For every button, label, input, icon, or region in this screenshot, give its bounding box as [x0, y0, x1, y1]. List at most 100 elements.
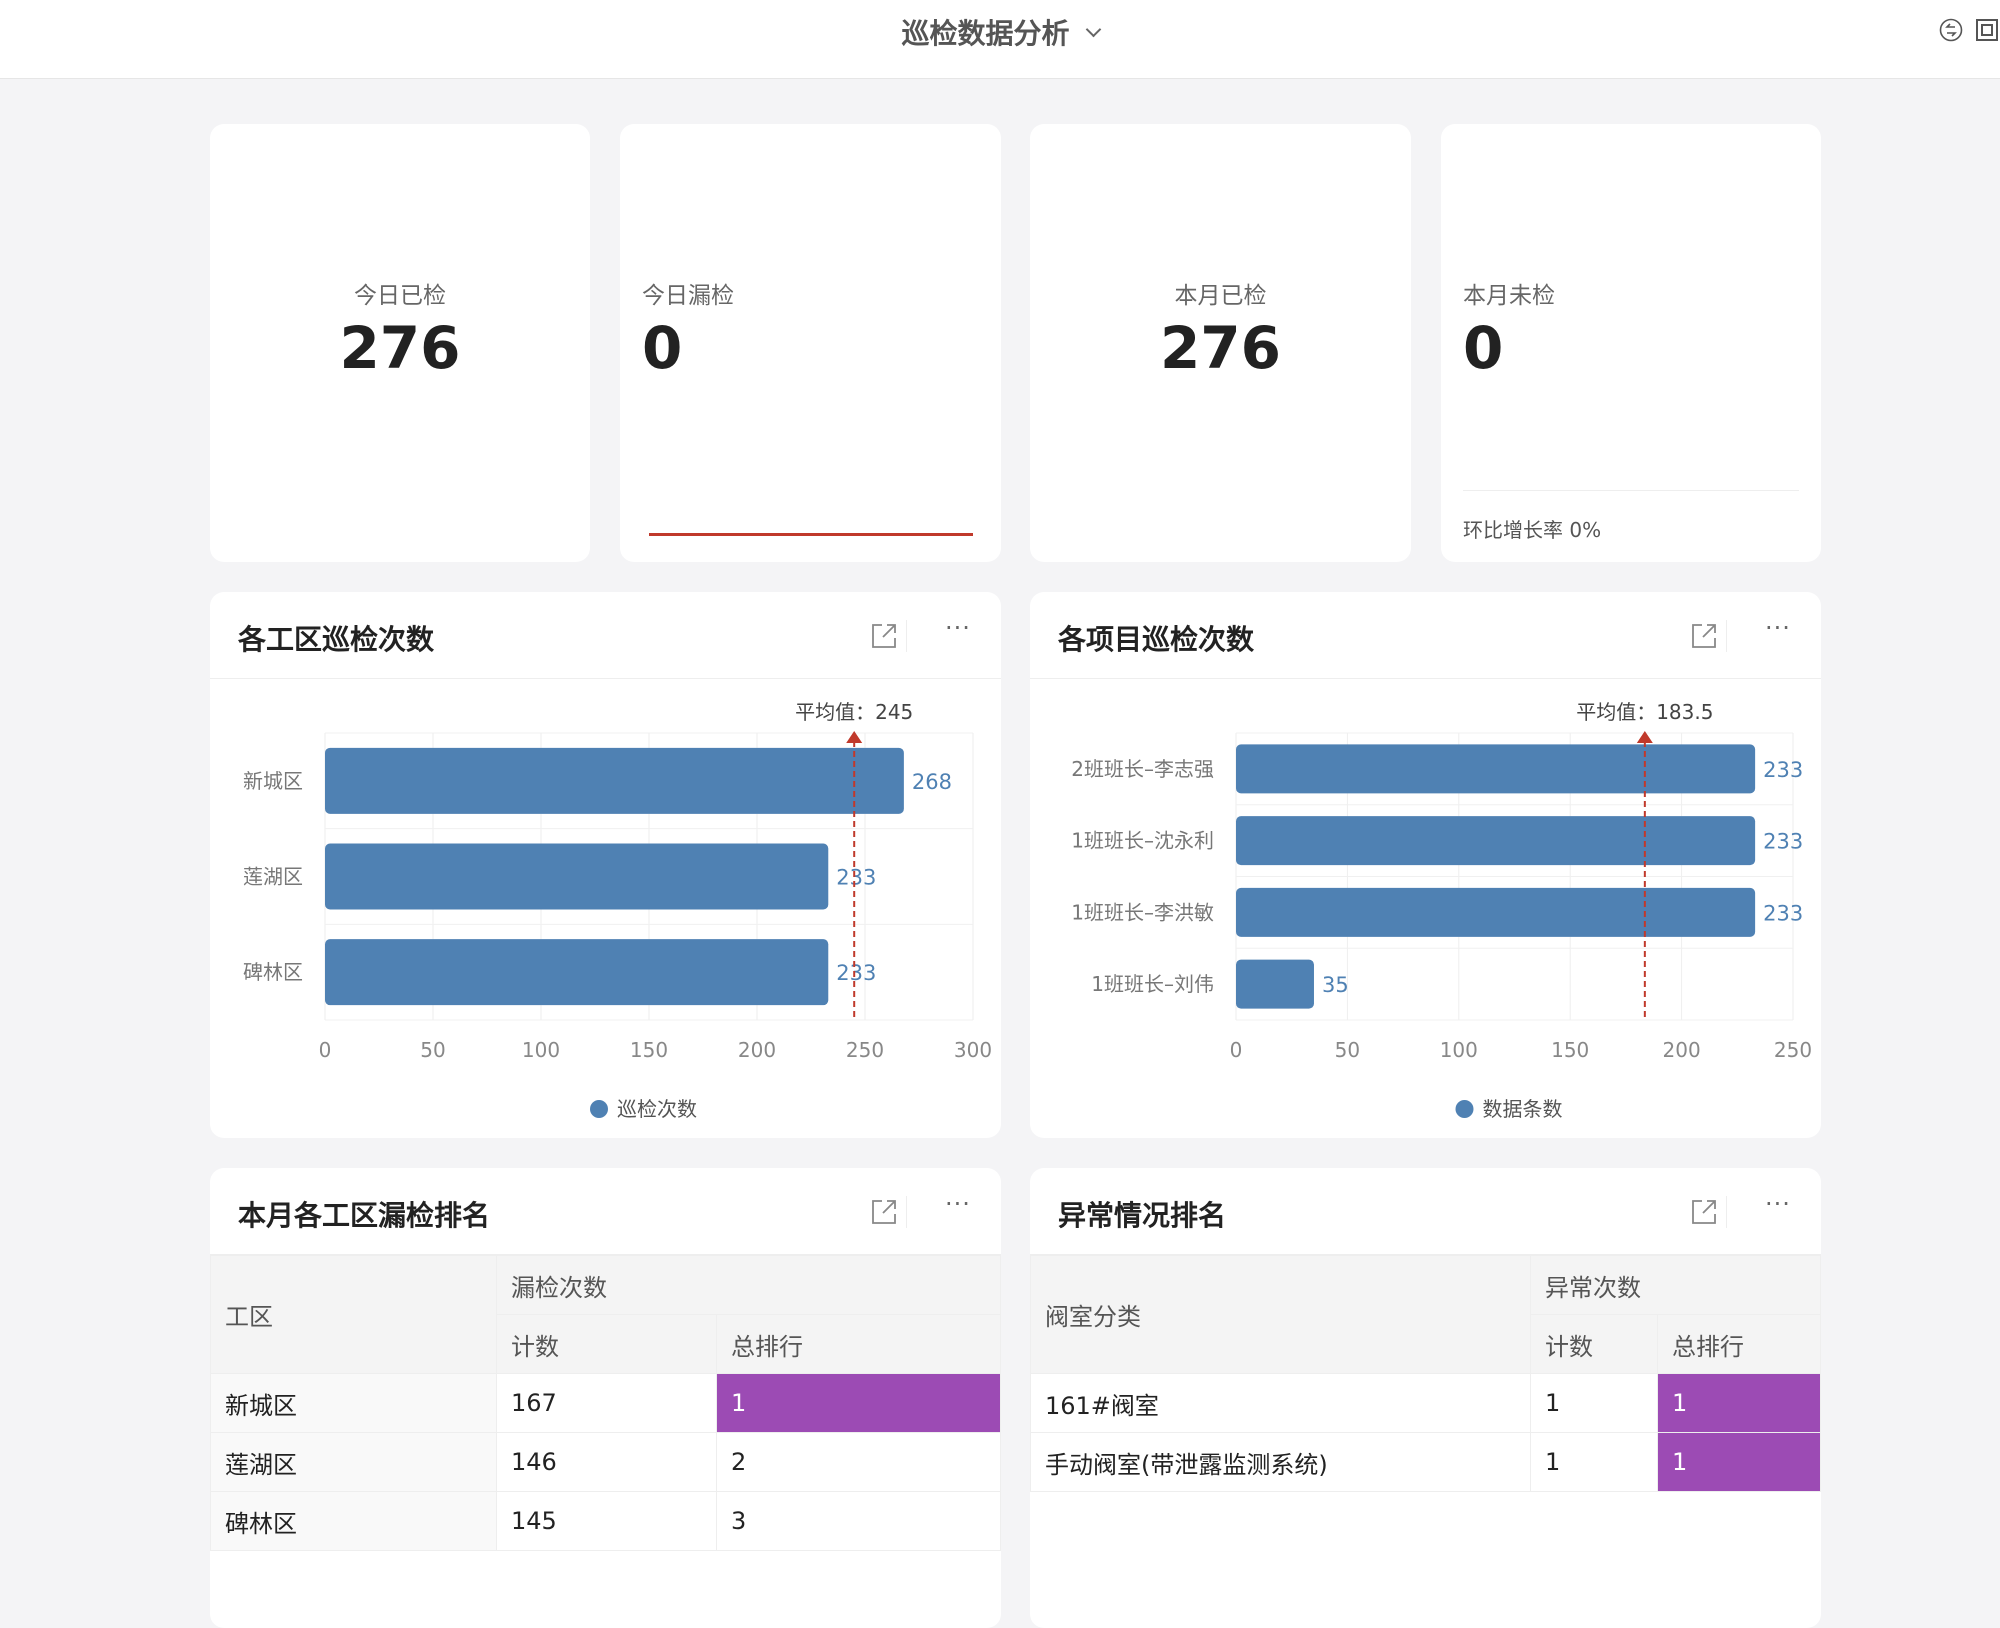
x-tick-label: 200: [738, 1038, 776, 1062]
cell-count: 146: [496, 1432, 717, 1492]
expand-icon[interactable]: [870, 1198, 898, 1226]
bar-chart-project: 0 50 100 150 200 250 233 2班班长–李志强 233 1班班长–沈永利 233…: [1071, 700, 1812, 1121]
exit-fullscreen-icon[interactable]: [1975, 18, 1999, 42]
expand-icon[interactable]: [1690, 622, 1718, 650]
card-header: 各项目巡检次数 ···: [1030, 592, 1821, 679]
more-options-icon[interactable]: ···: [1765, 1190, 1791, 1218]
average-arrow: [1636, 731, 1653, 743]
kpi-label: 本月已检: [1174, 283, 1267, 309]
cell-rank: 2: [716, 1432, 1001, 1492]
top-bar: 巡检数据分析: [0, 0, 2000, 79]
expand-icon[interactable]: [1690, 1198, 1718, 1226]
cell-name: 莲湖区: [210, 1432, 497, 1492]
x-tick-label: 200: [1663, 1038, 1701, 1062]
x-tick-label: 250: [1774, 1038, 1812, 1062]
cell-count: 145: [496, 1491, 717, 1551]
dashboard-title: 巡检数据分析: [901, 17, 1070, 50]
x-tick-label: 100: [1440, 1038, 1478, 1062]
table-row[interactable]: 手动阀室(带泄露监测系统) 1 1: [1030, 1432, 1821, 1492]
x-tick-label: 150: [630, 1038, 668, 1062]
cell-name: 手动阀室(带泄露监测系统): [1030, 1432, 1531, 1492]
data-label: 233: [1763, 758, 1803, 782]
column-header[interactable]: 阀室分类: [1030, 1255, 1531, 1374]
column-group-header[interactable]: 漏检次数: [496, 1255, 1001, 1315]
y-tick-label: 1班班长–李洪敏: [1071, 900, 1214, 924]
more-options-icon[interactable]: ···: [945, 614, 971, 642]
kpi-card-today-checked: 今日已检 276: [210, 124, 590, 562]
chart-card-district: 各工区巡检次数 ··· 0 50 100 150 200 250 300 268 新城区 233 莲…: [210, 592, 1001, 1138]
cell-rank: 3: [716, 1491, 1001, 1551]
cell-name: 碑林区: [210, 1491, 497, 1551]
bar: [1236, 959, 1314, 1009]
trend-line: [649, 533, 973, 536]
data-label: 233: [1763, 901, 1803, 925]
y-tick-label: 2班班长–李志强: [1071, 757, 1214, 781]
bar: [1236, 816, 1756, 866]
cell-rank: 1: [1657, 1373, 1821, 1433]
kpi-value: 276: [339, 314, 461, 382]
bar: [325, 843, 829, 910]
y-tick-label: 1班班长–沈永利: [1071, 829, 1214, 853]
x-tick-label: 100: [522, 1038, 560, 1062]
anomaly-ranking-table: 阀室分类 异常次数 计数 总排行 161#阀室 1 1 手动阀室(带泄露监测系统) 1 1: [1030, 1255, 1821, 1492]
divider: [1726, 1196, 1727, 1228]
average-label: 平均值：183.5: [1576, 700, 1713, 724]
divider: [906, 1196, 907, 1228]
cell-name: 新城区: [210, 1373, 497, 1433]
more-options-icon[interactable]: ···: [945, 1190, 971, 1218]
kpi-card-today-missed: 今日漏检 0: [620, 124, 1001, 562]
more-options-icon[interactable]: ···: [1765, 614, 1791, 642]
card-header: 异常情况排名 ···: [1030, 1168, 1821, 1255]
data-label: 233: [836, 961, 876, 985]
table-card-anomaly-ranking: 异常情况排名 ··· 阀室分类 异常次数 计数 总排行 161#阀室 1 1 手动阀室(…: [1030, 1168, 1821, 1628]
x-tick-label: 250: [846, 1038, 884, 1062]
average-label: 平均值：245: [795, 700, 913, 724]
table-row[interactable]: 新城区 167 1: [210, 1373, 1001, 1433]
x-tick-label: 0: [1230, 1038, 1243, 1062]
data-label: 233: [1763, 830, 1803, 854]
column-header[interactable]: 工区: [210, 1255, 497, 1374]
card-header: 各工区巡检次数 ···: [210, 592, 1001, 679]
data-label: 233: [836, 866, 876, 890]
sync-icon[interactable]: [1939, 18, 1963, 42]
average-arrow: [846, 731, 863, 743]
kpi-label: 今日漏检: [642, 283, 734, 309]
data-label: 268: [912, 770, 952, 794]
bar: [325, 747, 904, 814]
kpi-value: 276: [1159, 314, 1282, 382]
y-tick-label: 新城区: [243, 769, 303, 793]
missed-ranking-table: 工区 漏检次数 计数 总排行 新城区 167 1 莲湖区 146 2 碑林区 145 3: [210, 1255, 1001, 1551]
cell-count: 167: [496, 1373, 717, 1433]
bar: [1236, 744, 1756, 794]
table-row[interactable]: 莲湖区 146 2: [210, 1432, 1001, 1492]
cell-count: 1: [1530, 1373, 1658, 1433]
x-tick-label: 50: [420, 1038, 445, 1062]
divider: [1726, 620, 1727, 652]
column-header[interactable]: 计数: [1530, 1314, 1658, 1374]
data-label: 35: [1322, 973, 1349, 997]
x-tick-label: 300: [954, 1038, 992, 1062]
table-row[interactable]: 161#阀室 1 1: [1030, 1373, 1821, 1433]
bar-chart-district: 0 50 100 150 200 250 300 268 新城区 233 莲湖区 233 碑林区 平均值：…: [243, 700, 992, 1121]
card-title: 本月各工区漏检排名: [238, 1199, 491, 1232]
legend-marker: [1455, 1100, 1474, 1118]
legend-marker: [590, 1100, 608, 1118]
legend-label: 数据条数: [1483, 1097, 1563, 1121]
column-group-header[interactable]: 异常次数: [1530, 1255, 1821, 1315]
chevron-down-icon: [1085, 21, 1101, 38]
column-header[interactable]: 总排行: [1657, 1314, 1821, 1374]
expand-icon[interactable]: [870, 622, 898, 650]
divider: [906, 620, 907, 652]
kpi-footer-growth-rate: 环比增长率 0%: [1463, 518, 1602, 542]
table-row[interactable]: 碑林区 145 3: [210, 1491, 1001, 1551]
y-tick-label: 1班班长–刘伟: [1091, 972, 1214, 996]
card-title: 各工区巡检次数: [238, 623, 435, 656]
x-tick-label: 150: [1551, 1038, 1589, 1062]
cell-name: 161#阀室: [1030, 1373, 1531, 1433]
card-header: 本月各工区漏检排名 ···: [210, 1168, 1001, 1255]
x-tick-label: 0: [319, 1038, 332, 1062]
y-tick-label: 碑林区: [243, 960, 303, 984]
column-header[interactable]: 计数: [496, 1314, 717, 1374]
dashboard-title-dropdown[interactable]: 巡检数据分析: [0, 12, 2000, 52]
column-header[interactable]: 总排行: [716, 1314, 1001, 1374]
